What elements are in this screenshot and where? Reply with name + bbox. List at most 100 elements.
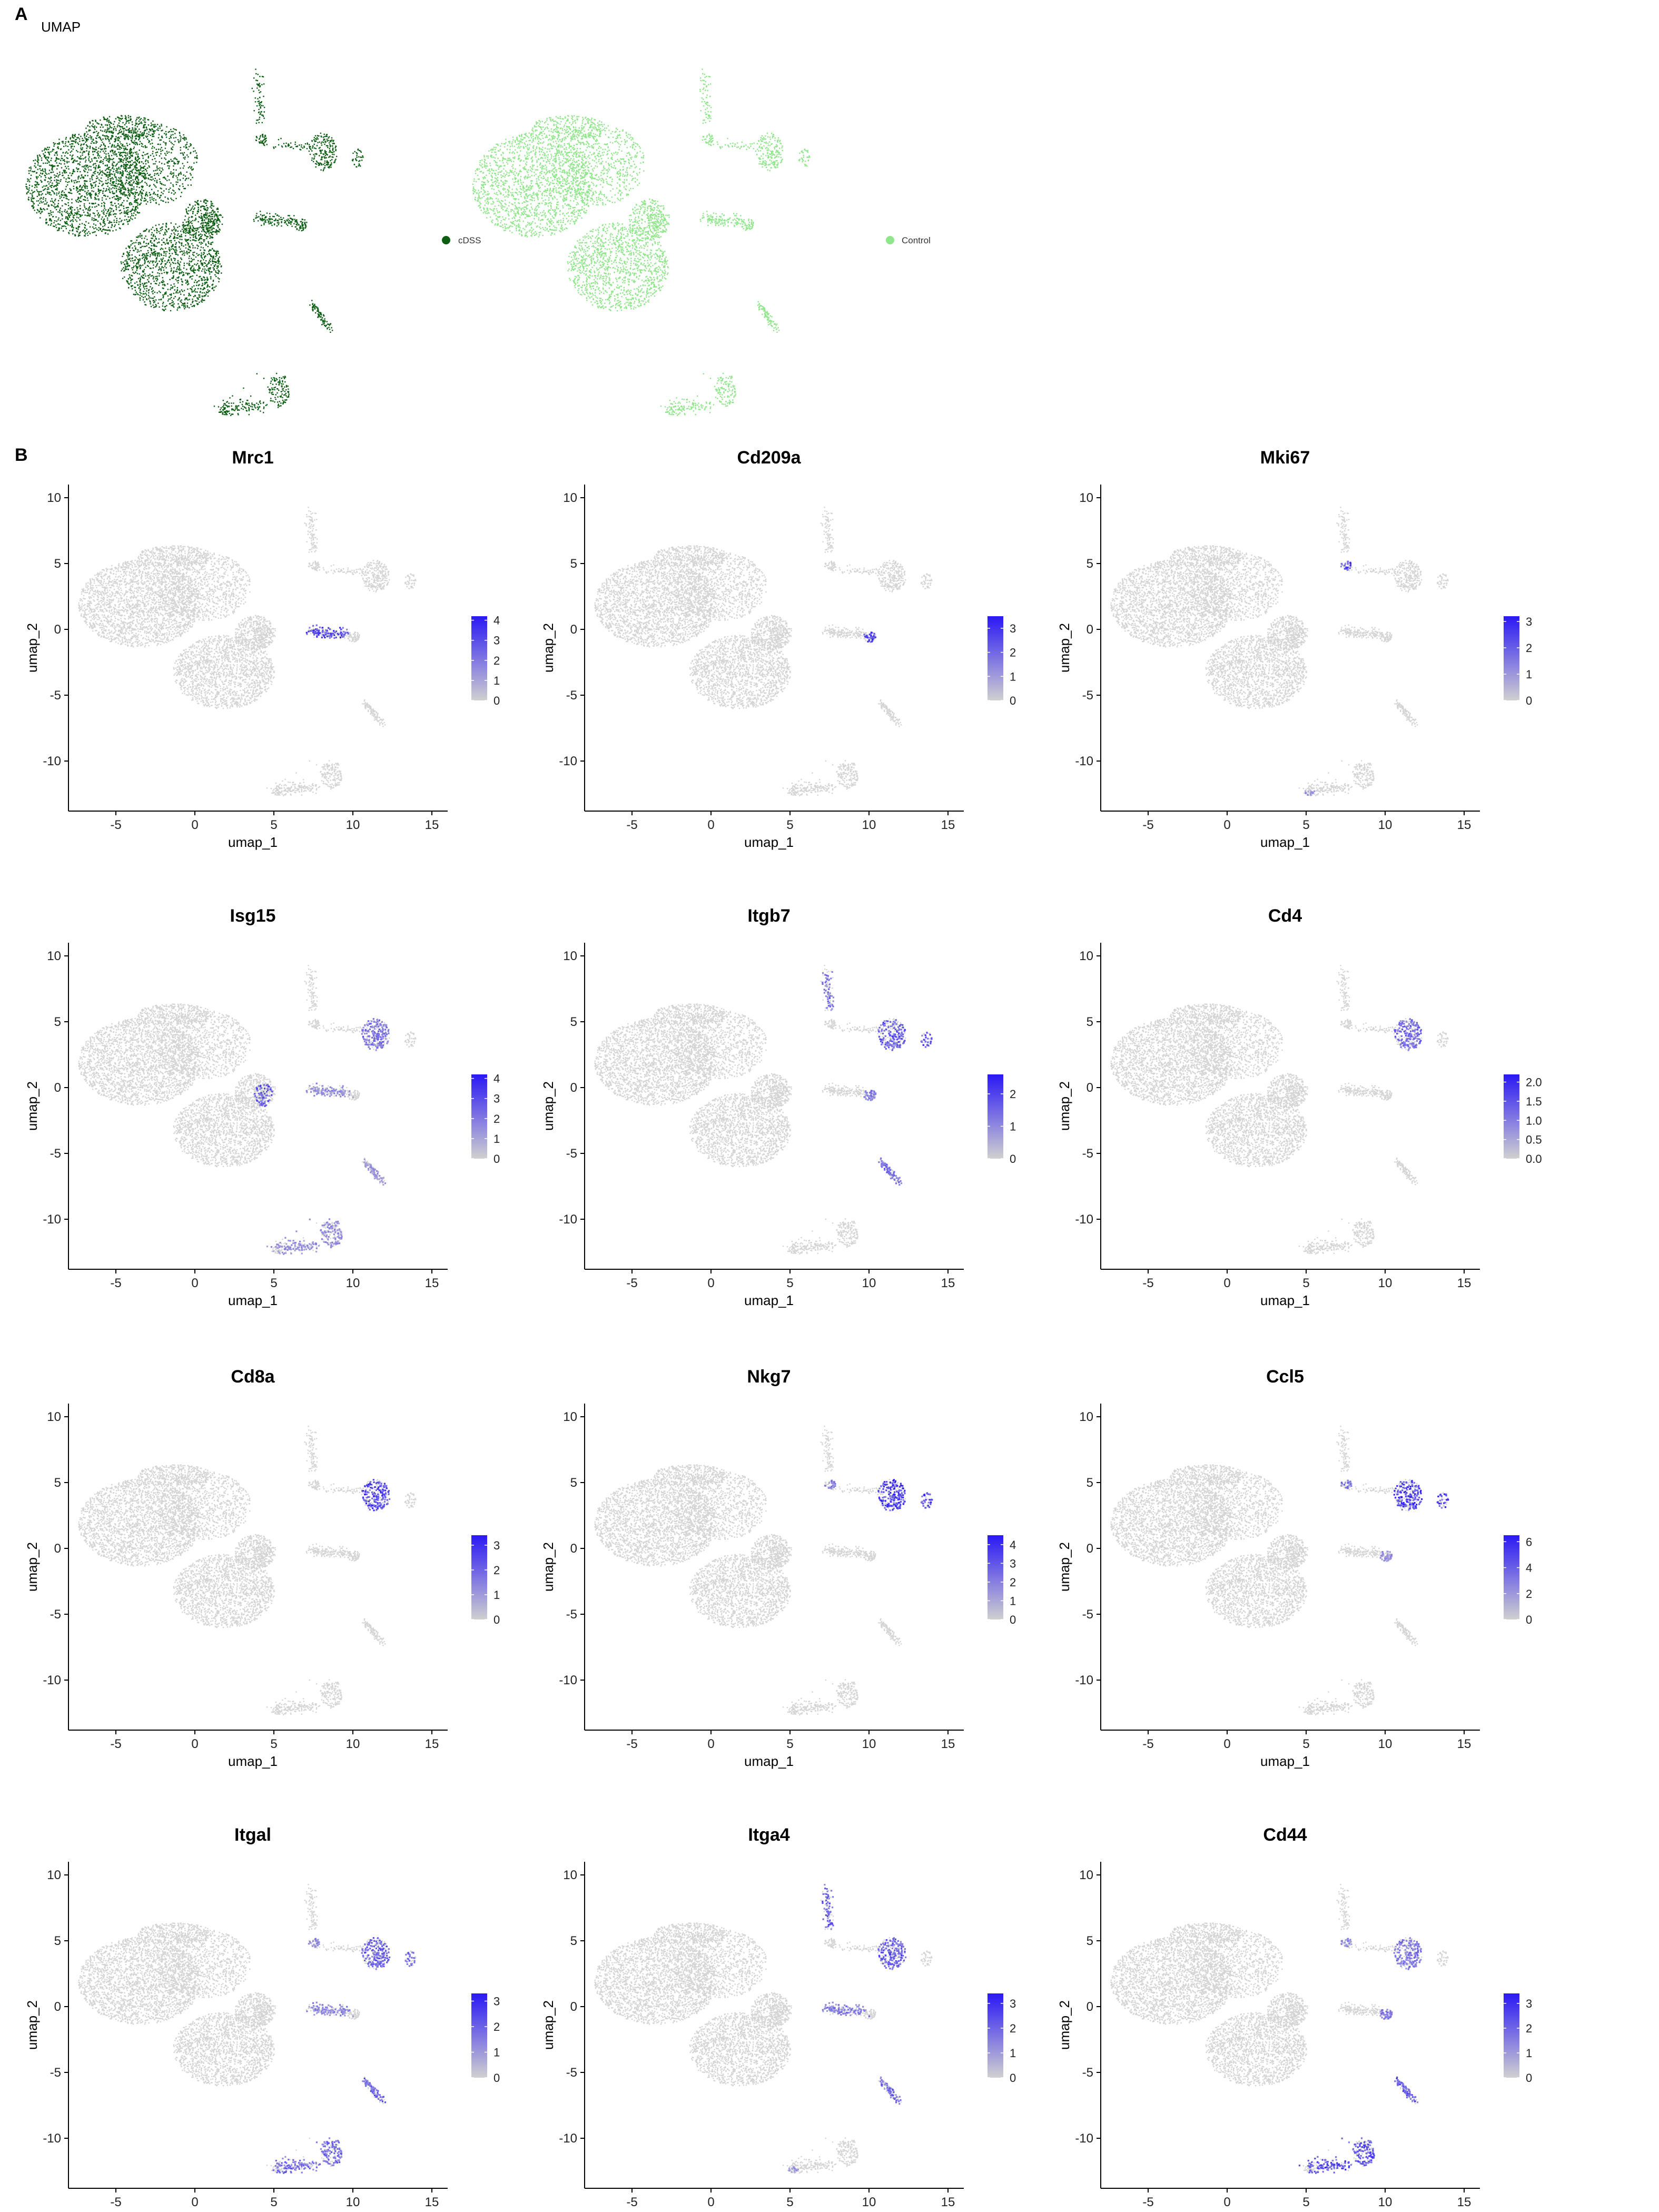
x-axis-title: umap_1	[1260, 1292, 1310, 1308]
cell-point	[833, 2010, 835, 2012]
cell-point	[1400, 1943, 1402, 1946]
cell-point	[381, 1495, 383, 1497]
cell-point	[381, 1964, 383, 1967]
cell-point	[898, 1493, 900, 1495]
cell-point	[865, 636, 867, 638]
x-tick-label: 15	[1457, 1276, 1472, 1290]
x-tick-label: -5	[1142, 1276, 1153, 1290]
cell-point	[922, 1505, 924, 1507]
cell-point	[1418, 1487, 1420, 1489]
cell-point	[1415, 1966, 1417, 1968]
cell-point	[1416, 1504, 1418, 1506]
y-tick-label: 10	[47, 949, 61, 963]
cell-point	[373, 1481, 375, 1483]
cell-point	[1405, 1962, 1407, 1964]
cell-point	[409, 1960, 411, 1962]
cell-point	[319, 2163, 321, 2165]
cell-point	[382, 1044, 384, 1046]
cell-point	[406, 1963, 408, 1965]
cell-point	[366, 1040, 368, 1042]
cell-point	[828, 1905, 831, 1908]
cell-point	[409, 1954, 411, 1956]
cell-point	[868, 639, 870, 641]
cell-point	[1410, 1947, 1413, 1950]
cell-point	[331, 2142, 333, 2145]
cell-point	[890, 1500, 892, 1503]
cell-point	[1399, 1481, 1401, 1483]
cell-point	[330, 633, 332, 635]
cell-point	[831, 1923, 833, 1925]
cell-point	[311, 1088, 313, 1090]
legend-tick-label: 1	[1010, 1120, 1016, 1133]
cell-point	[882, 1040, 884, 1042]
cell-point	[378, 1030, 380, 1032]
cell-point	[1344, 1944, 1346, 1947]
cell-point	[384, 1182, 387, 1184]
cell-point	[1409, 1960, 1411, 1962]
cell-point	[895, 1485, 897, 1487]
cell-point	[333, 1222, 335, 1224]
cell-point	[375, 1968, 377, 1970]
cell-point	[381, 1945, 383, 1947]
cell-point	[1410, 1043, 1413, 1045]
cell-point	[375, 1953, 377, 1956]
cell-point	[411, 1962, 413, 1965]
cells-expressing	[305, 624, 349, 639]
cell-point	[1412, 1499, 1414, 1502]
cell-point	[315, 1251, 318, 1253]
cell-point	[377, 1507, 379, 1509]
cell-point	[1416, 1962, 1418, 1964]
cell-point	[1406, 2097, 1408, 2099]
cell-point	[382, 1957, 384, 1959]
cell-point	[340, 2011, 343, 2013]
cell-point	[292, 1248, 294, 1250]
cell-point	[1314, 2170, 1316, 2172]
cell-point	[1411, 2094, 1413, 2096]
y-axis-title: umap_2	[24, 623, 40, 673]
cell-point	[832, 2005, 834, 2007]
y-tick-label: 10	[563, 1410, 577, 1424]
cell-point	[320, 1091, 323, 1093]
cell-point	[376, 2096, 378, 2098]
cell-point	[325, 1241, 327, 1243]
cell-point	[309, 1085, 311, 1087]
cell-point	[890, 1940, 892, 1942]
cell-point	[1394, 1949, 1396, 1951]
cell-point	[886, 1169, 889, 1171]
cell-point	[281, 1246, 283, 1248]
cell-point	[1324, 2161, 1327, 2164]
cell-point	[894, 1042, 896, 1044]
cell-point	[881, 2083, 883, 2086]
cell-point	[327, 2143, 329, 2145]
cell-point	[895, 1484, 897, 1486]
cell-point	[1408, 1033, 1410, 1035]
cell-point	[871, 631, 873, 634]
cell-point	[1438, 1503, 1440, 1505]
cell-point	[884, 1942, 886, 1944]
cell-point	[1414, 1952, 1416, 1954]
cell-point	[275, 2159, 277, 2162]
cell-point	[365, 1499, 367, 1502]
cell-point	[315, 1082, 318, 1084]
cell-point	[388, 1948, 390, 1950]
cell-point	[363, 2080, 366, 2082]
cell-point	[309, 2162, 311, 2164]
cell-point	[832, 1907, 834, 1909]
cell-point	[283, 2171, 285, 2174]
cell-point	[886, 1484, 888, 1486]
cell-point	[373, 1499, 376, 1502]
cell-point	[332, 1225, 334, 1227]
cell-point	[855, 2004, 857, 2006]
cell-point	[890, 2097, 892, 2099]
cell-point	[291, 2164, 293, 2166]
cell-point	[891, 1044, 893, 1046]
cell-point	[1400, 1022, 1402, 1025]
cell-point	[1406, 1947, 1408, 1949]
cell-point	[367, 2083, 369, 2086]
cell-point	[1409, 1494, 1411, 1496]
cell-point	[1387, 2016, 1389, 2018]
x-tick-label: -5	[110, 2195, 121, 2209]
cell-point	[867, 1099, 869, 1101]
cell-point	[1353, 2150, 1355, 2152]
